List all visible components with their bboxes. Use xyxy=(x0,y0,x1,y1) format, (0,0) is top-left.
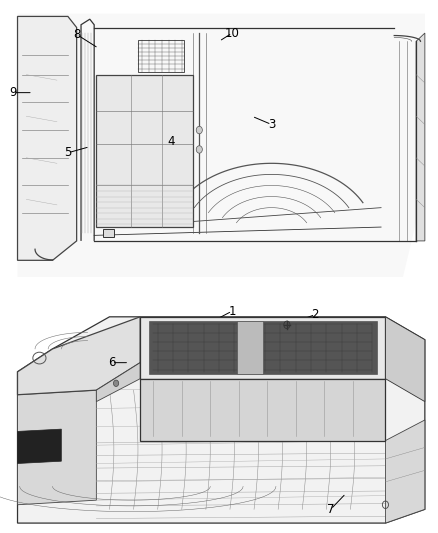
Text: 10: 10 xyxy=(225,27,240,39)
Text: 2: 2 xyxy=(311,308,319,321)
Polygon shape xyxy=(18,17,77,260)
Text: 1: 1 xyxy=(228,304,236,318)
Polygon shape xyxy=(18,14,425,277)
Text: 3: 3 xyxy=(268,118,275,131)
Polygon shape xyxy=(385,420,425,523)
Polygon shape xyxy=(18,317,425,523)
Bar xyxy=(103,229,114,237)
Polygon shape xyxy=(96,362,140,402)
Circle shape xyxy=(113,380,119,386)
Polygon shape xyxy=(149,321,377,374)
Polygon shape xyxy=(140,317,385,378)
Circle shape xyxy=(196,146,202,153)
Polygon shape xyxy=(18,317,140,395)
Text: 4: 4 xyxy=(167,135,175,148)
Polygon shape xyxy=(237,321,263,374)
Text: 5: 5 xyxy=(64,146,71,159)
Text: 8: 8 xyxy=(73,28,80,41)
Polygon shape xyxy=(416,33,425,241)
Text: 9: 9 xyxy=(9,86,17,99)
Polygon shape xyxy=(140,378,385,441)
Text: 6: 6 xyxy=(108,356,116,369)
Polygon shape xyxy=(18,429,61,464)
Polygon shape xyxy=(18,390,96,505)
Text: 7: 7 xyxy=(327,503,335,516)
Polygon shape xyxy=(96,75,193,227)
Polygon shape xyxy=(385,317,425,402)
Circle shape xyxy=(196,126,202,134)
